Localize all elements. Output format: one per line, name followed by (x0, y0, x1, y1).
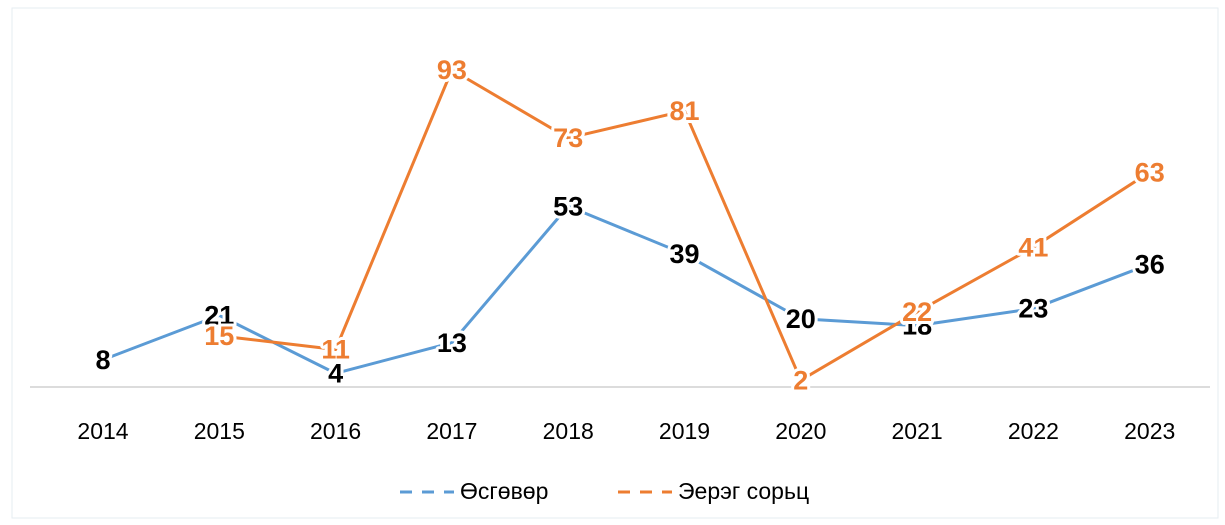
x-tick-label: 2017 (426, 418, 477, 444)
data-label: 73 (553, 123, 583, 153)
data-label: 18 (902, 311, 932, 341)
data-label: 15 (204, 321, 234, 351)
data-label: 4 (328, 358, 343, 388)
data-label: 23 (1018, 294, 1048, 324)
data-label: 20 (786, 304, 816, 334)
series-line (102, 204, 1151, 375)
data-label: 39 (669, 239, 699, 269)
data-label: 53 (553, 191, 583, 221)
legend-label: Өсгөвөр (460, 478, 548, 504)
data-label: 8 (95, 345, 110, 375)
data-label: 93 (437, 55, 467, 85)
x-tick-label: 2016 (310, 418, 361, 444)
legend-label: Эерэг сорьц (678, 478, 809, 504)
series-line (219, 68, 1151, 382)
x-tick-label: 2023 (1124, 418, 1175, 444)
data-label: 36 (1135, 249, 1165, 279)
x-tick-label: 2020 (775, 418, 826, 444)
data-label: 2 (793, 365, 808, 395)
chart-frame (11, 7, 1219, 519)
data-label: 63 (1135, 157, 1165, 187)
data-label: 22 (902, 297, 932, 327)
x-tick-label: 2019 (659, 418, 710, 444)
data-label: 81 (669, 96, 699, 126)
data-label: 21 (204, 301, 234, 331)
x-tick-label: 2018 (543, 418, 594, 444)
data-label: 11 (321, 335, 350, 365)
data-label: 41 (1018, 232, 1048, 262)
x-tick-label: 2022 (1008, 418, 1059, 444)
x-tick-label: 2015 (194, 418, 245, 444)
x-tick-label: 2021 (892, 418, 943, 444)
x-tick-label: 2014 (77, 418, 128, 444)
data-label: 13 (437, 328, 467, 358)
